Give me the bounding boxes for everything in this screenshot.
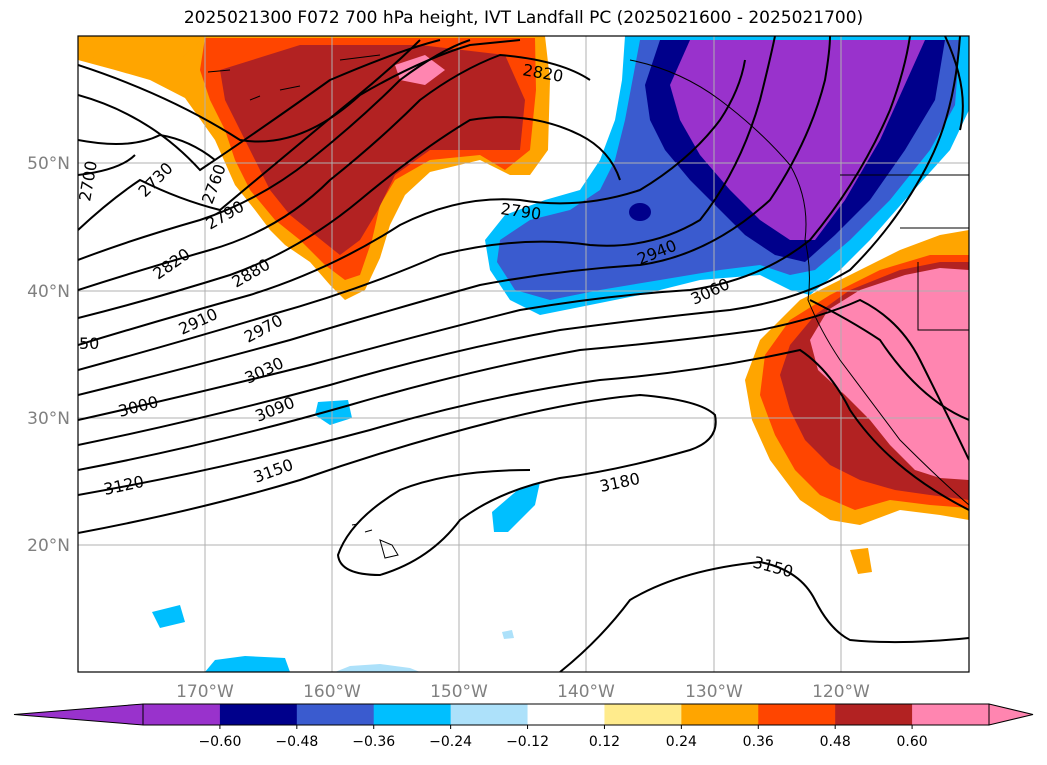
colorbar-tick-label: −0.48 (275, 734, 318, 750)
colorbar-segment (758, 704, 836, 725)
lon-label: 160°W (303, 682, 361, 702)
colorbar-segment (143, 704, 221, 725)
colorbar-tick-label: 0.36 (743, 734, 774, 750)
lon-label: 120°W (812, 682, 870, 702)
map-frame (77, 35, 970, 673)
lat-label: 40°N (27, 282, 70, 302)
colorbar-segment (527, 704, 605, 725)
colorbar-tick-label: −0.60 (198, 734, 241, 750)
longitude-labels: 170°W 160°W 150°W 140°W 130°W 120°W (176, 682, 870, 702)
colorbar-segment (219, 704, 298, 725)
colorbar-tick-label: 0.24 (666, 734, 697, 750)
colorbar-segment (681, 704, 759, 725)
colorbar-segment (450, 704, 529, 725)
colorbar-over-arrow (988, 703, 1034, 726)
graticule (78, 36, 969, 672)
coastlines (207, 54, 969, 559)
lat-label: 30°N (27, 409, 70, 429)
colorbar-segment (835, 704, 913, 725)
lon-label: 140°W (557, 682, 615, 702)
height-contours (78, 36, 969, 672)
colorbar-tick-label: 0.12 (589, 734, 620, 750)
colorbar-segment (373, 704, 452, 725)
colorbar-tick-label: −0.36 (352, 734, 395, 750)
colorbar-tick-label: 0.60 (897, 734, 928, 750)
colorbar-tick-label: 0.48 (820, 734, 851, 750)
ivt-shading (78, 36, 969, 672)
colorbar-segment (912, 704, 990, 725)
chart-title: 2025021300 F072 700 hPa height, IVT Land… (183, 8, 864, 28)
lat-label: 50°N (27, 154, 70, 174)
contour-label: 50 (79, 334, 99, 353)
latitude-labels: 50°N 40°N 30°N 20°N (27, 154, 70, 556)
colorbar-segment (296, 704, 375, 725)
colorbar-segment (604, 704, 682, 725)
colorbar: −0.60 −0.48 −0.36 −0.24 −0.12 0.12 0.24 0.36 0.4… (13, 703, 1034, 750)
colorbar-outline (142, 703, 990, 726)
lon-label: 170°W (176, 682, 234, 702)
colorbar-tick-label: −0.12 (506, 734, 549, 750)
colorbar-under-arrow (13, 703, 144, 726)
colorbar-tick-label: −0.24 (429, 734, 472, 750)
lon-label: 130°W (685, 682, 743, 702)
lat-label: 20°N (27, 536, 70, 556)
lon-label: 150°W (430, 682, 488, 702)
